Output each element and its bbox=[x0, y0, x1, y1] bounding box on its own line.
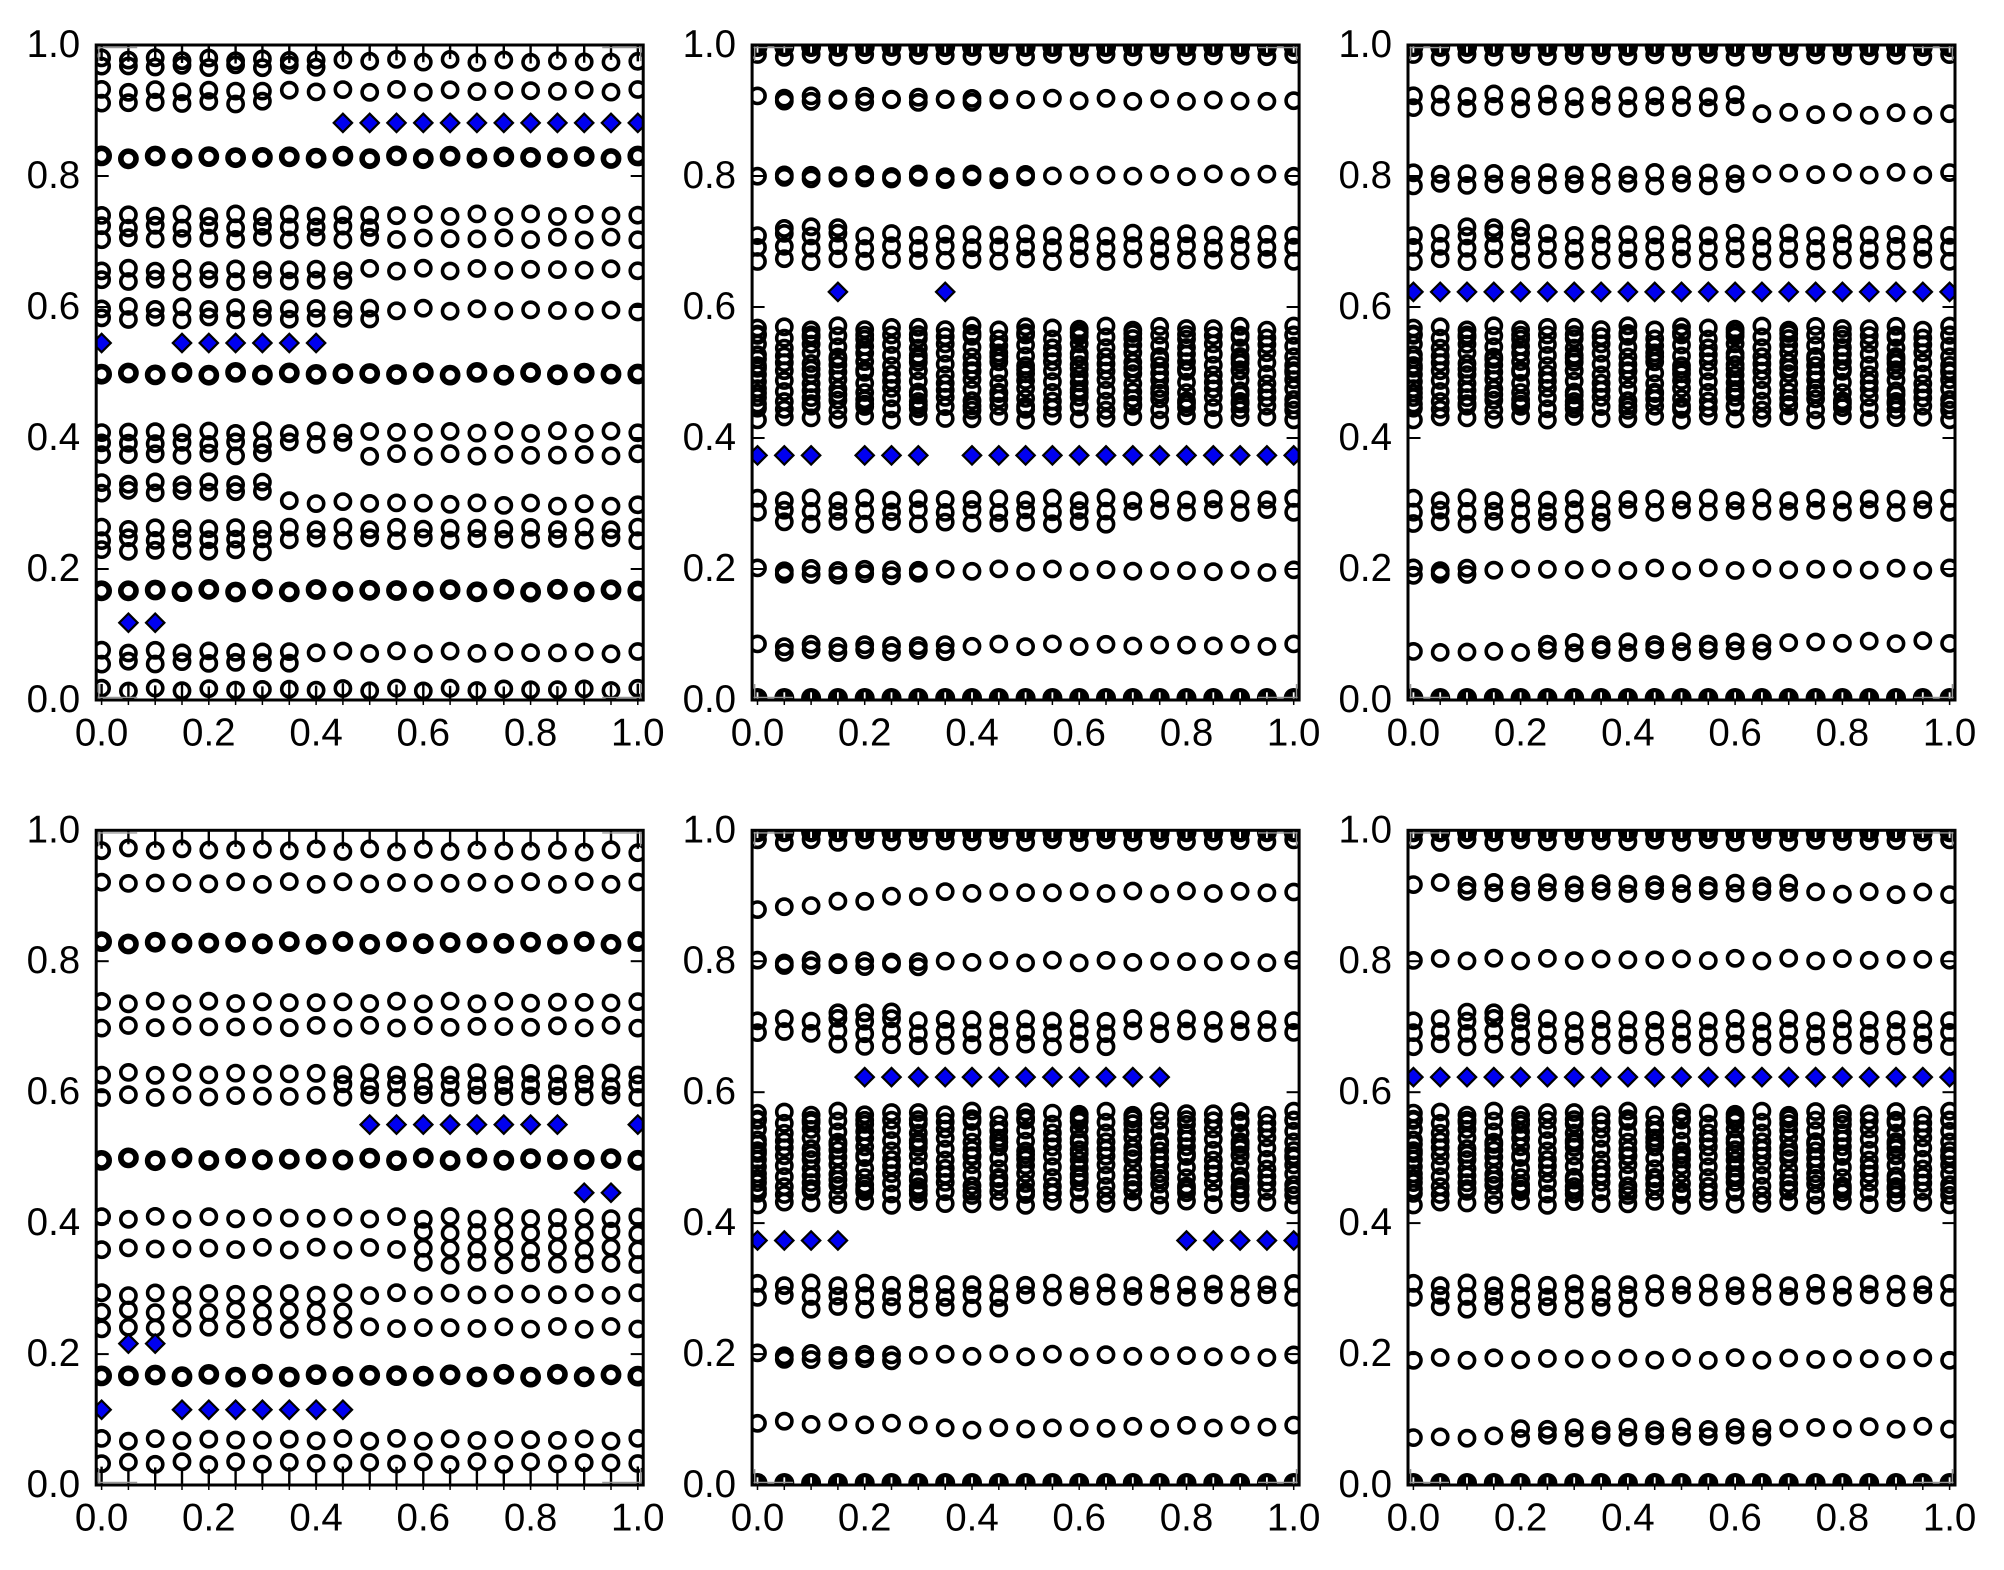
svg-text:0.0: 0.0 bbox=[1387, 712, 1441, 755]
svg-text:1.0: 1.0 bbox=[1338, 23, 1392, 66]
svg-text:0.4: 0.4 bbox=[1338, 1201, 1392, 1244]
svg-text:0.4: 0.4 bbox=[27, 1201, 81, 1244]
svg-text:0.8: 0.8 bbox=[1160, 1497, 1214, 1540]
svg-text:1.0: 1.0 bbox=[1267, 1497, 1321, 1540]
svg-text:1.0: 1.0 bbox=[27, 808, 81, 851]
svg-text:0.8: 0.8 bbox=[504, 1497, 558, 1540]
svg-text:0.0: 0.0 bbox=[1387, 1497, 1441, 1540]
svg-text:0.2: 0.2 bbox=[182, 712, 236, 755]
svg-text:0.2: 0.2 bbox=[683, 547, 737, 590]
svg-text:0.0: 0.0 bbox=[27, 678, 81, 721]
svg-text:0.2: 0.2 bbox=[182, 1497, 236, 1540]
svg-text:0.2: 0.2 bbox=[27, 547, 81, 590]
svg-text:0.4: 0.4 bbox=[683, 416, 737, 459]
svg-text:0.4: 0.4 bbox=[683, 1201, 737, 1244]
svg-text:0.4: 0.4 bbox=[945, 712, 999, 755]
svg-text:0.0: 0.0 bbox=[75, 1497, 129, 1540]
svg-text:1.0: 1.0 bbox=[683, 23, 737, 66]
svg-text:0.2: 0.2 bbox=[1338, 547, 1392, 590]
svg-text:0.0: 0.0 bbox=[1338, 678, 1392, 721]
svg-text:0.0: 0.0 bbox=[1338, 1463, 1392, 1506]
svg-text:0.6: 0.6 bbox=[1338, 1070, 1392, 1113]
svg-text:0.2: 0.2 bbox=[1494, 1497, 1548, 1540]
svg-text:0.4: 0.4 bbox=[289, 1497, 343, 1540]
svg-text:1.0: 1.0 bbox=[1923, 712, 1977, 755]
svg-text:0.0: 0.0 bbox=[683, 1463, 737, 1506]
svg-text:0.6: 0.6 bbox=[27, 1070, 81, 1113]
svg-text:0.4: 0.4 bbox=[1601, 1497, 1655, 1540]
svg-text:0.2: 0.2 bbox=[683, 1332, 737, 1375]
svg-text:1.0: 1.0 bbox=[611, 712, 665, 755]
svg-text:0.6: 0.6 bbox=[1052, 712, 1106, 755]
svg-text:1.0: 1.0 bbox=[1267, 712, 1321, 755]
svg-text:0.6: 0.6 bbox=[683, 1070, 737, 1113]
svg-text:0.6: 0.6 bbox=[1708, 1497, 1762, 1540]
svg-text:0.0: 0.0 bbox=[731, 712, 785, 755]
svg-text:0.4: 0.4 bbox=[27, 416, 81, 459]
svg-text:0.6: 0.6 bbox=[1708, 712, 1762, 755]
svg-text:0.0: 0.0 bbox=[731, 1497, 785, 1540]
svg-text:1.0: 1.0 bbox=[611, 1497, 665, 1540]
svg-text:0.8: 0.8 bbox=[683, 154, 737, 197]
svg-text:0.6: 0.6 bbox=[1338, 285, 1392, 328]
svg-text:0.8: 0.8 bbox=[1816, 1497, 1870, 1540]
svg-text:0.6: 0.6 bbox=[1052, 1497, 1106, 1540]
svg-text:0.8: 0.8 bbox=[27, 154, 81, 197]
svg-text:0.8: 0.8 bbox=[683, 939, 737, 982]
svg-text:0.8: 0.8 bbox=[1338, 154, 1392, 197]
svg-text:0.4: 0.4 bbox=[1601, 712, 1655, 755]
svg-text:1.0: 1.0 bbox=[1338, 808, 1392, 851]
svg-text:0.0: 0.0 bbox=[683, 678, 737, 721]
svg-text:1.0: 1.0 bbox=[683, 808, 737, 851]
svg-text:0.6: 0.6 bbox=[27, 285, 81, 328]
svg-text:0.0: 0.0 bbox=[27, 1463, 81, 1506]
svg-text:0.2: 0.2 bbox=[1338, 1332, 1392, 1375]
svg-text:0.2: 0.2 bbox=[27, 1332, 81, 1375]
svg-text:0.2: 0.2 bbox=[1494, 712, 1548, 755]
svg-text:0.8: 0.8 bbox=[27, 939, 81, 982]
svg-text:1.0: 1.0 bbox=[27, 23, 81, 66]
svg-text:0.8: 0.8 bbox=[1160, 712, 1214, 755]
svg-text:0.2: 0.2 bbox=[838, 712, 892, 755]
svg-text:0.4: 0.4 bbox=[1338, 416, 1392, 459]
svg-text:0.2: 0.2 bbox=[838, 1497, 892, 1540]
svg-text:0.4: 0.4 bbox=[945, 1497, 999, 1540]
svg-text:0.6: 0.6 bbox=[683, 285, 737, 328]
svg-text:0.0: 0.0 bbox=[75, 712, 129, 755]
svg-text:0.6: 0.6 bbox=[397, 712, 451, 755]
svg-text:0.8: 0.8 bbox=[1338, 939, 1392, 982]
svg-text:0.6: 0.6 bbox=[397, 1497, 451, 1540]
svg-text:0.4: 0.4 bbox=[289, 712, 343, 755]
svg-text:1.0: 1.0 bbox=[1923, 1497, 1977, 1540]
svg-text:0.8: 0.8 bbox=[1816, 712, 1870, 755]
svg-text:0.8: 0.8 bbox=[504, 712, 558, 755]
